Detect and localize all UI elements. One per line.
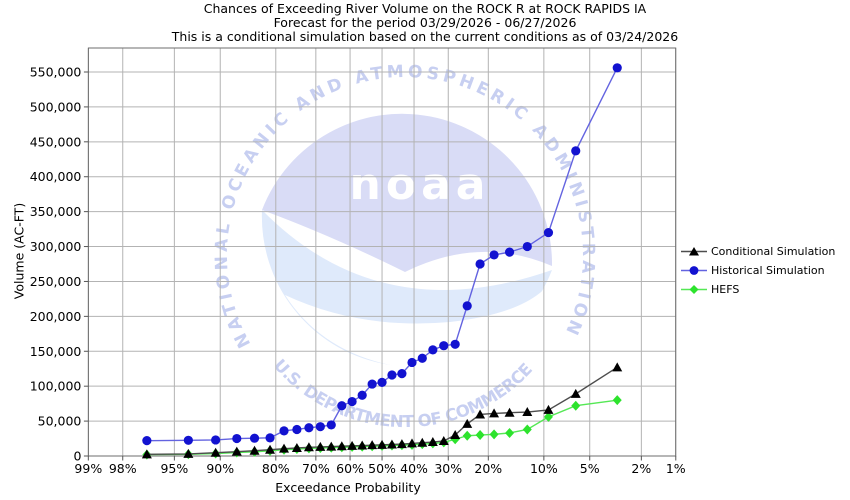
svg-text:50,000: 50,000 (38, 414, 82, 429)
svg-text:250,000: 250,000 (30, 274, 82, 289)
legend-label-hefs: HEFS (711, 283, 740, 296)
svg-text:1%: 1% (666, 461, 686, 476)
svg-text:0: 0 (73, 449, 81, 464)
svg-text:40%: 40% (400, 461, 428, 476)
noaa-sky-shape (262, 113, 553, 273)
series-conditional-simulation (141, 362, 623, 459)
chart-title-line-2: Forecast for the period 03/29/2026 - 06/… (273, 15, 577, 30)
svg-text:350,000: 350,000 (30, 204, 82, 219)
svg-text:20%: 20% (474, 461, 502, 476)
chart-title: Chances of Exceeding River Volume on the… (0, 2, 850, 44)
svg-text:200,000: 200,000 (30, 309, 82, 324)
legend: Conditional Simulation Historical Simula… (681, 242, 835, 299)
svg-text:70%: 70% (302, 461, 330, 476)
svg-text:150,000: 150,000 (30, 344, 82, 359)
svg-text:50%: 50% (368, 461, 396, 476)
svg-text:5%: 5% (580, 461, 600, 476)
y-axis-title: Volume (AC-FT) (11, 202, 27, 300)
legend-item-conditional: Conditional Simulation (681, 242, 835, 261)
svg-text:98%: 98% (109, 461, 137, 476)
legend-item-historical: Historical Simulation (681, 261, 835, 280)
svg-text:450,000: 450,000 (30, 134, 82, 149)
svg-text:550,000: 550,000 (30, 65, 82, 80)
svg-text:90%: 90% (206, 461, 234, 476)
hefs-legend-icon (681, 285, 707, 294)
tick-marks (83, 71, 677, 461)
historical-simulation-legend-icon (681, 266, 707, 275)
svg-text:60%: 60% (336, 461, 364, 476)
svg-text:100,000: 100,000 (30, 379, 82, 394)
conditional-simulation-legend-icon (681, 247, 707, 256)
noaa-logo-text: noaa (350, 159, 491, 210)
svg-text:400,000: 400,000 (30, 169, 82, 184)
tick-labels: 99% 98% 95% 90% 80% 70% 60% 50% 40% 30% 20% 10% 5% 2%… (30, 65, 686, 477)
svg-text:300,000: 300,000 (30, 239, 82, 254)
chart-title-line-3: This is a conditional simulation based o… (171, 29, 679, 44)
legend-label-conditional: Conditional Simulation (711, 245, 836, 258)
legend-item-hefs: HEFS (681, 280, 835, 299)
svg-text:30%: 30% (434, 461, 462, 476)
svg-text:80%: 80% (262, 461, 290, 476)
svg-text:2%: 2% (631, 461, 651, 476)
noaa-gull-shape (285, 270, 558, 370)
legend-label-historical: Historical Simulation (711, 264, 825, 277)
x-axis-title: Exceedance Probability (275, 480, 421, 495)
svg-text:10%: 10% (530, 461, 558, 476)
series-historical-simulation (142, 63, 622, 446)
svg-text:500,000: 500,000 (30, 99, 82, 114)
svg-text:95%: 95% (160, 461, 188, 476)
chart-title-line-1: Chances of Exceeding River Volume on the… (203, 1, 647, 16)
svg-text:99%: 99% (74, 461, 102, 476)
